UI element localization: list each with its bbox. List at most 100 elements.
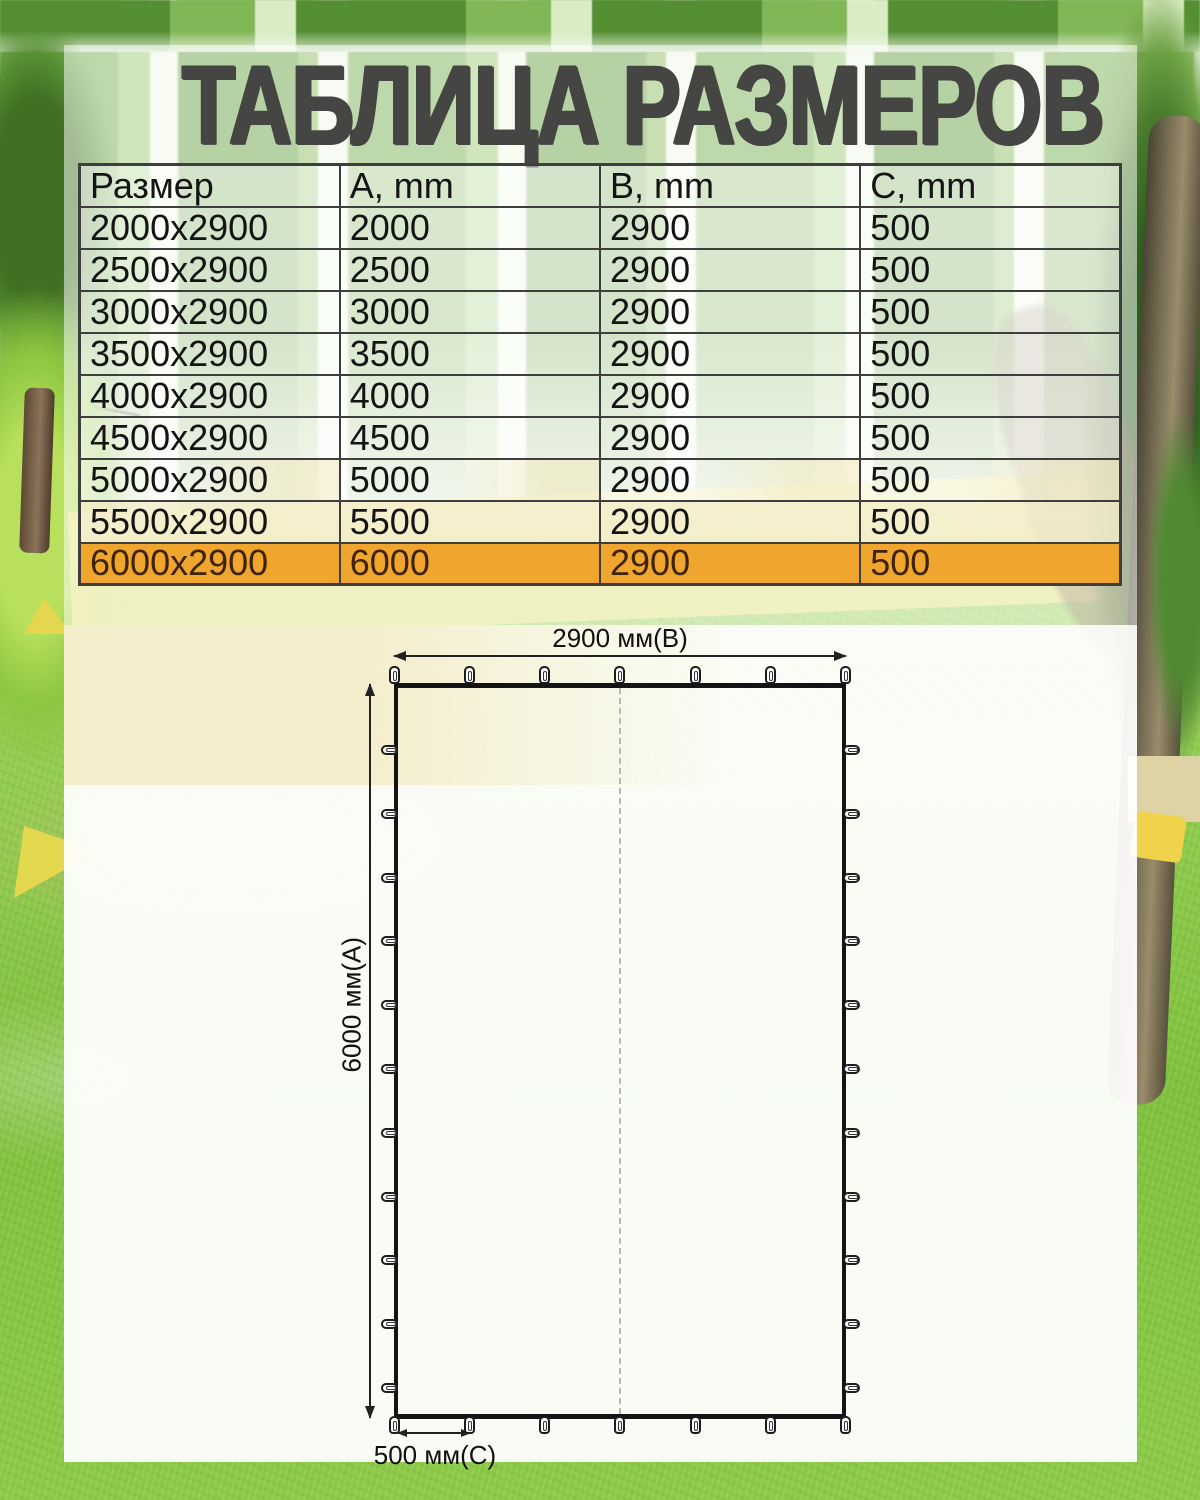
c-cell: 500 <box>859 331 1122 376</box>
grommet-loop-icon <box>839 1416 851 1434</box>
b-cell: 2900 <box>598 331 862 376</box>
size-cell: 4000x2900 <box>78 373 341 418</box>
a-cell: 2000 <box>338 205 602 250</box>
grommet-loop-icon <box>381 1127 398 1138</box>
size-table-row: 2000x2900 2000 2900 500 <box>78 205 1122 250</box>
grommets-left-edge <box>381 745 398 1393</box>
grommet-loop-icon <box>381 1319 398 1330</box>
b-cell: 2900 <box>598 289 862 334</box>
grommet-loop-icon <box>764 666 776 684</box>
grommet-loop-icon <box>381 1063 398 1074</box>
c-cell: 500 <box>859 541 1122 586</box>
diagram-white-panel <box>64 625 1137 1462</box>
c-cell: 500 <box>859 247 1122 292</box>
header-size: Размер <box>78 163 341 208</box>
size-table-row: 3500x2900 3500 2900 500 <box>78 331 1122 376</box>
size-table-row: 2500x2900 2500 2900 500 <box>78 247 1122 292</box>
width-dimension-label: 2900 мм(B) <box>552 623 688 653</box>
grommets-right-edge <box>843 745 860 1393</box>
grommet-loop-icon <box>381 936 398 947</box>
grommet-loop-icon <box>843 1063 860 1074</box>
grommet-loop-icon <box>464 666 476 684</box>
grommet-loop-icon <box>689 666 701 684</box>
grommet-loop-icon <box>843 872 860 883</box>
b-cell: 2900 <box>598 541 862 586</box>
grommet-loop-icon <box>843 1000 860 1011</box>
grommet-loop-icon <box>843 745 860 755</box>
grommet-loop-icon <box>614 666 626 684</box>
grommet-loop-icon <box>381 872 398 883</box>
grommet-loop-icon <box>381 745 398 755</box>
header-a-mm: A, mm <box>338 163 602 208</box>
size-table-row: 5000x2900 5000 2900 500 <box>78 457 1122 502</box>
a-cell: 6000 <box>338 541 602 586</box>
grommet-loop-icon <box>389 1416 400 1434</box>
grommet-loop-icon <box>381 1382 398 1393</box>
a-cell: 4000 <box>338 373 602 418</box>
size-table-header-row: Размер A, mm B, mm C, mm <box>78 163 1122 208</box>
grommet-loop-icon <box>464 1416 476 1434</box>
size-cell: 6000x2900 <box>78 541 341 586</box>
b-cell: 2900 <box>598 499 862 544</box>
grommets-bottom-edge <box>389 1416 851 1434</box>
grommet-loop-icon <box>539 666 551 684</box>
center-fold-line <box>619 688 621 1414</box>
b-cell: 2900 <box>598 457 862 502</box>
grommet-loop-icon <box>381 808 398 819</box>
size-cell: 5000x2900 <box>78 457 341 502</box>
a-cell: 2500 <box>338 247 602 292</box>
grommet-loop-icon <box>381 1191 398 1202</box>
size-table-row: 3000x2900 3000 2900 500 <box>78 289 1122 334</box>
grommet-loop-icon <box>381 1255 398 1266</box>
size-table: Размер A, mm B, mm C, mm 2000x2900 2000 29… <box>78 163 1122 586</box>
header-c-mm: C, mm <box>859 163 1122 208</box>
b-cell: 2900 <box>598 415 862 460</box>
size-cell: 2500x2900 <box>78 247 341 292</box>
page-title: ТАБЛИЦА РАЗМЕРОВ <box>182 43 1105 168</box>
size-cell: 3500x2900 <box>78 331 341 376</box>
size-cell: 5500x2900 <box>78 499 341 544</box>
c-cell: 500 <box>859 499 1122 544</box>
grommet-loop-icon <box>843 1382 860 1393</box>
header-b-mm: B, mm <box>598 163 862 208</box>
grommet-loop-icon <box>539 1416 551 1434</box>
grommets-top-edge <box>389 666 851 684</box>
c-cell: 500 <box>859 205 1122 250</box>
grommet-loop-icon <box>843 1127 860 1138</box>
width-dimension-arrow <box>393 651 847 661</box>
a-cell: 5500 <box>338 499 602 544</box>
height-dimension-label: 6000 мм(A) <box>336 937 367 1073</box>
grommet-loop-icon <box>843 1319 860 1330</box>
size-cell: 3000x2900 <box>78 289 341 334</box>
c-cell: 500 <box>859 457 1122 502</box>
a-cell: 3500 <box>338 331 602 376</box>
grommet-loop-icon <box>614 1416 626 1434</box>
grommet-loop-icon <box>843 1191 860 1202</box>
grommet-spacing-label: 500 мм(C) <box>373 1440 497 1470</box>
grommet-loop-icon <box>843 936 860 947</box>
size-table-row: 4500x2900 4500 2900 500 <box>78 415 1122 460</box>
size-table-body: 2000x2900 2000 2900 500 2500x2900 2500 2900 500… <box>78 205 1122 586</box>
grommet-loop-icon <box>839 666 851 684</box>
grommet-loop-icon <box>843 1255 860 1266</box>
grommet-loop-icon <box>689 1416 701 1434</box>
size-table-row: 6000x2900 6000 2900 500 <box>78 541 1122 586</box>
grommet-loop-icon <box>389 666 400 684</box>
right-lower-foliage <box>1146 410 1200 750</box>
c-cell: 500 <box>859 289 1122 334</box>
height-dimension-arrow <box>365 683 375 1419</box>
b-cell: 2900 <box>598 205 862 250</box>
a-cell: 4500 <box>338 415 602 460</box>
size-cell: 4500x2900 <box>78 415 341 460</box>
grommet-loop-icon <box>764 1416 776 1434</box>
size-table-row: 4000x2900 4000 2900 500 <box>78 373 1122 418</box>
size-table-row: 5500x2900 5500 2900 500 <box>78 499 1122 544</box>
tarp-outline <box>394 683 846 1419</box>
c-cell: 500 <box>859 415 1122 460</box>
hedge-top-strip <box>0 0 1200 52</box>
a-cell: 5000 <box>338 457 602 502</box>
b-cell: 2900 <box>598 373 862 418</box>
size-cell: 2000x2900 <box>78 205 341 250</box>
